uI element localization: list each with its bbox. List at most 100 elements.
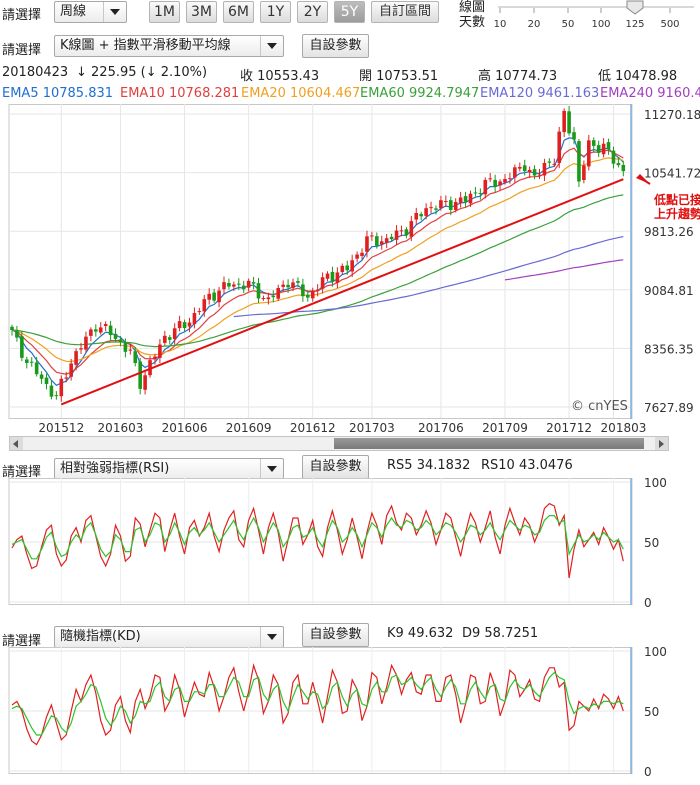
main-settings-button[interactable]: 自設參數 [302, 34, 369, 58]
candle [212, 288, 216, 303]
chart-scrollbar[interactable] [9, 436, 669, 451]
candle [493, 174, 497, 193]
candle [182, 319, 187, 332]
range-button-6m[interactable]: 6M [223, 1, 254, 23]
candle [306, 290, 310, 302]
candle [587, 134, 591, 171]
candle [44, 373, 49, 390]
candle [547, 158, 552, 168]
ema5-label: EMA5 10785.831 [2, 86, 114, 101]
kd-indicator-value: 隨機指標(KD) [60, 629, 141, 644]
candle [483, 177, 488, 199]
period-select-label: 請選擇 [2, 8, 42, 23]
ema-legend: EMA5 10785.831 EMA10 10768.281 EMA20 106… [0, 86, 700, 104]
candle [108, 320, 113, 341]
range-button-2y[interactable]: 2Y [297, 1, 328, 23]
candle [606, 138, 611, 155]
y-tick-label: 50 [644, 705, 659, 719]
kd-indicator-select[interactable]: 隨機指標(KD) [54, 626, 284, 648]
candle [537, 168, 542, 179]
candle [379, 235, 384, 250]
candle [301, 278, 305, 302]
kd-select-label: 請選擇 [2, 634, 42, 649]
x-tick-label: 201706 [418, 421, 464, 435]
candle [532, 165, 537, 180]
scroll-left-button[interactable] [10, 437, 23, 450]
x-tick-label: 201606 [162, 421, 208, 435]
candle [98, 322, 103, 335]
candle [582, 160, 586, 184]
candle [296, 277, 300, 287]
candle [128, 343, 133, 355]
candle [350, 254, 354, 278]
y-tick-label: 9813.26 [644, 225, 694, 239]
candle [69, 358, 73, 381]
x-tick-label: 201709 [482, 421, 528, 435]
candle [113, 328, 118, 342]
candle [34, 356, 39, 377]
k9-line [11, 663, 624, 746]
rsi-settings-button[interactable]: 自設參數 [302, 455, 369, 479]
trendline [60, 178, 624, 406]
kd-settings-button[interactable]: 自設參數 [302, 623, 369, 647]
x-tick-label: 201803 [601, 421, 647, 435]
candle [59, 375, 64, 402]
kd-d-value: D9 58.7251 [462, 626, 539, 641]
y-tick-label: 0 [644, 765, 652, 779]
candle [286, 279, 290, 293]
custom-range-button[interactable]: 自訂區間 [371, 1, 439, 23]
candle [557, 126, 562, 169]
quote-open: 開 10753.51 [359, 69, 439, 84]
candle [473, 186, 478, 197]
candle [370, 231, 374, 241]
price-chart[interactable]: 11270.18 10541.72 9813.26 9084.81 8356.35 762… [0, 104, 700, 436]
candle [399, 225, 404, 237]
candle [20, 330, 24, 362]
range-button-3m[interactable]: 3M [186, 1, 217, 23]
scroll-right-button[interactable] [655, 437, 668, 450]
kd-chart[interactable]: 100 50 0 [0, 647, 700, 782]
candle [463, 191, 468, 208]
rsi-indicator-select[interactable]: 相對強弱指標(RSI) [54, 458, 284, 480]
candle [118, 336, 123, 347]
rsi-chart[interactable]: 100 50 0 [0, 478, 700, 608]
candle [453, 198, 458, 213]
candle [552, 158, 557, 167]
y-tick-label: 10541.72 [644, 167, 700, 181]
main-indicator-select[interactable]: K線圖 + 指數平滑移動平均線 [54, 35, 284, 57]
days-label: 線圖 天數 [459, 0, 485, 30]
scroll-thumb[interactable] [334, 438, 644, 449]
candle [15, 325, 19, 342]
days-slider-handle[interactable] [626, 0, 644, 15]
candle [517, 162, 522, 172]
y-tick-label: 9084.81 [644, 284, 694, 298]
candle [187, 317, 192, 333]
candle [94, 324, 98, 337]
candle [448, 196, 453, 216]
chevron-down-icon [260, 459, 283, 479]
candle [197, 307, 202, 315]
period-select[interactable]: 周線 [54, 1, 127, 23]
candle [360, 248, 364, 260]
chevron-left-icon [13, 440, 18, 448]
y-tick-label: 7627.89 [644, 401, 694, 415]
y-tick-label: 11270.18 [644, 108, 700, 122]
candle [148, 355, 152, 378]
candle [389, 233, 394, 242]
x-tick-label: 201512 [38, 421, 84, 435]
days-tick: 500 [660, 19, 679, 30]
candle [591, 137, 596, 152]
range-button-1m[interactable]: 1M [149, 1, 180, 23]
candle [320, 272, 325, 294]
days-slider[interactable]: 10 20 50 100 125 500 [494, 0, 700, 32]
range-button-1y[interactable]: 1Y [260, 1, 291, 23]
days-label-line2: 天數 [459, 15, 486, 30]
candle [246, 278, 251, 292]
candle [29, 357, 34, 367]
ema20-label: EMA20 10604.467 [241, 86, 361, 101]
rsi-rs5-value: RS5 34.1832 [387, 458, 471, 473]
candle [74, 348, 78, 371]
candle [375, 232, 379, 249]
candle [138, 357, 142, 395]
range-button-5y[interactable]: 5Y [334, 1, 365, 23]
